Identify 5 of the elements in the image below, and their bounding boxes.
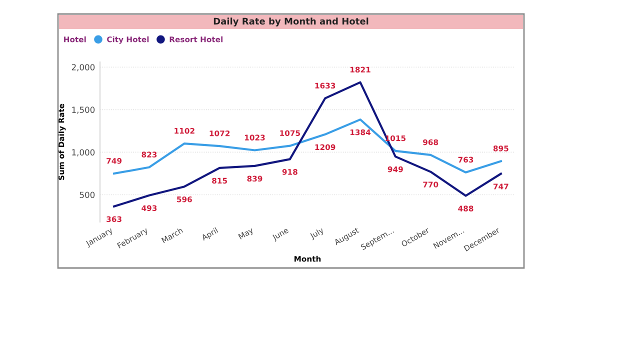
y-tick-label: 500 [80, 192, 95, 198]
y-tick-label: 2,000 [72, 64, 95, 72]
chart-title: Daily Rate by Month and Hotel [214, 18, 368, 26]
y-tick-label: 1,000 [72, 149, 95, 156]
y-tick-label: 1,500 [72, 106, 95, 114]
